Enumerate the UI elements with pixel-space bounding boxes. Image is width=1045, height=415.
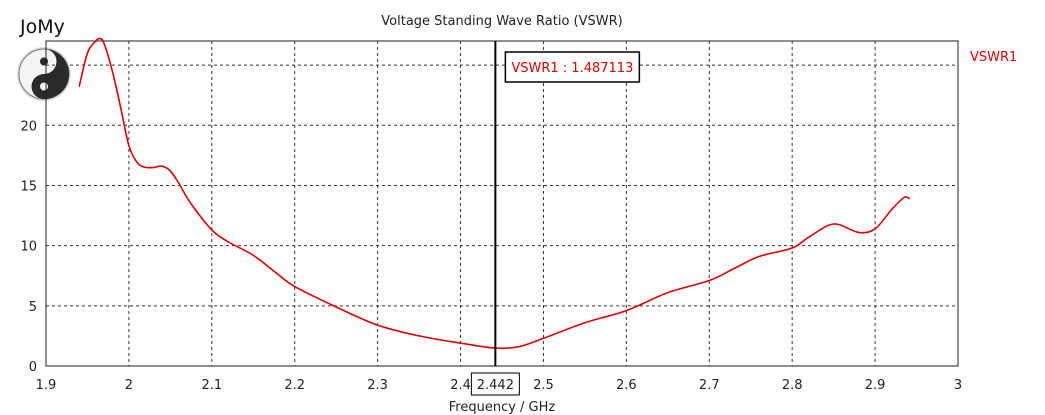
marker-readout-text: VSWR1 : 1.487113 — [511, 61, 633, 76]
x-axis-label: Frequency / GHz — [449, 400, 556, 415]
plot-area — [45, 40, 959, 367]
x-tick-label: 2.9 — [865, 378, 886, 393]
x-tick-label: 3 — [954, 378, 962, 393]
legend-entry-vswr1: VSWR1 — [970, 50, 1017, 65]
x-tick-label: 2.3 — [367, 378, 388, 393]
yin-yang-icon — [17, 47, 71, 101]
marker-x-label-text: 2.442 — [477, 378, 514, 393]
logo-text: JoMy — [19, 16, 65, 38]
y-tick-label: 5 — [29, 300, 37, 315]
y-tick-label: 0 — [29, 360, 37, 375]
marker-readout: VSWR1 : 1.487113 — [504, 51, 641, 83]
x-tick-label: 2.1 — [201, 378, 222, 393]
y-tick-label: 10 — [20, 240, 37, 255]
marker-x-label: 2.442 — [470, 372, 520, 396]
x-tick-label: 2.6 — [616, 378, 637, 393]
y-tick-label: 15 — [20, 179, 37, 194]
x-tick-label: 2.8 — [782, 378, 803, 393]
x-tick-label: 2.2 — [284, 378, 305, 393]
chart-title: Voltage Standing Wave Ratio (VSWR) — [381, 14, 622, 29]
series-line-vswr1 — [78, 37, 911, 350]
x-tick-label: 2.5 — [533, 378, 554, 393]
x-tick-label: 2 — [125, 378, 133, 393]
x-tick-label: 2.4 — [450, 378, 471, 393]
x-axis: 1.9 2 2.1 2.2 2.3 2.4 2.5 2.6 2.7 2.8 2.9 3 — [36, 378, 962, 393]
grid — [46, 41, 958, 366]
x-tick-label: 1.9 — [36, 378, 57, 393]
x-tick-label: 2.7 — [699, 378, 720, 393]
y-axis: 0 5 10 15 20 — [20, 119, 37, 375]
jomy-logo: JoMy — [17, 16, 71, 101]
y-tick-label: 20 — [20, 119, 37, 134]
